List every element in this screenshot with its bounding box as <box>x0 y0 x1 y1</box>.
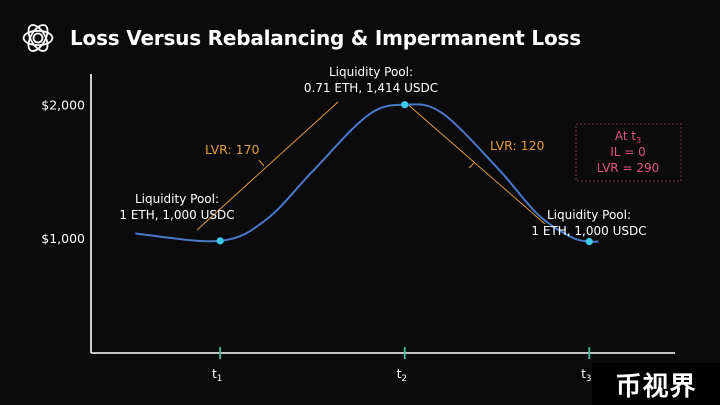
x-tick-label: t2 <box>397 366 407 384</box>
data-point-marker <box>216 237 224 245</box>
data-point-marker <box>585 237 593 246</box>
y-ticks: $2,000 $1,000 <box>41 98 85 246</box>
data-point-label: Liquidity Pool: <box>547 208 631 222</box>
markers <box>216 101 593 246</box>
data-point-marker <box>401 101 409 109</box>
x-tick-label: t3 <box>581 366 591 384</box>
data-point-label: Liquidity Pool: <box>135 192 219 206</box>
summary-line: LVR = 290 <box>597 161 660 175</box>
header: Loss Versus Rebalancing & Impermanent Lo… <box>20 18 581 58</box>
lvr-lines <box>196 101 546 231</box>
data-point-label: 1 ETH, 1,000 USDC <box>531 224 646 238</box>
y-tick-label: $1,000 <box>41 231 85 246</box>
axes <box>90 74 675 354</box>
series-line <box>135 103 599 243</box>
lvr-guide-tick-left <box>258 159 265 167</box>
x-tick-label: t1 <box>212 366 222 384</box>
page-title: Loss Versus Rebalancing & Impermanent Lo… <box>70 26 581 50</box>
lvr-guide-line-right <box>404 101 546 225</box>
x-ticks: t1 t2 t3 <box>212 347 591 384</box>
y-tick-label: $2,000 <box>41 98 85 113</box>
lvr-guide-line-left <box>196 101 339 231</box>
watermark: 币视界 <box>592 363 720 405</box>
annotations: LVR: 170 LVR: 120 <box>205 138 545 157</box>
lvr-annotation: LVR: 120 <box>490 138 545 153</box>
flower-network-logo-icon <box>22 24 54 52</box>
lvr-guide-tick-right <box>468 162 475 169</box>
summary-box-frame <box>575 123 682 182</box>
lvr-annotation: LVR: 170 <box>205 142 260 157</box>
summary-line: IL = 0 <box>610 145 646 159</box>
data-point-label: 0.71 ETH, 1,414 USDC <box>304 81 438 95</box>
data-point-label: Liquidity Pool: <box>329 65 413 79</box>
marker-labels: Liquidity Pool: 1 ETH, 1,000 USDC Liquidit… <box>119 65 646 238</box>
summary-line: At t3 <box>615 129 641 145</box>
data-point-label: 1 ETH, 1,000 USDC <box>119 208 234 222</box>
